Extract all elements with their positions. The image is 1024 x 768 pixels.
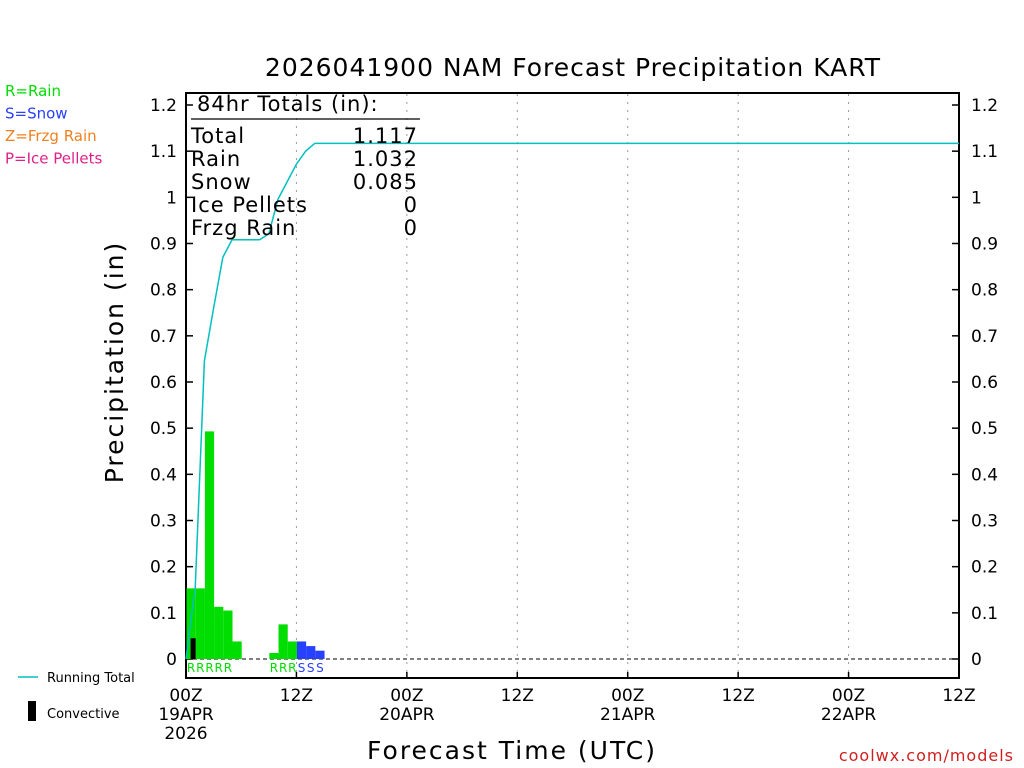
ptype-letter: S: [307, 661, 315, 675]
ptype-letter: R: [270, 661, 278, 675]
legend-bar-swatch: [28, 701, 36, 721]
ptype-legend: R=Rain S=Snow Z=Frzg Rain P=Ice Pellets: [5, 82, 102, 168]
ptype-letter: R: [215, 661, 223, 675]
y-tick-label-left: 0.4: [150, 465, 177, 485]
totals-value: 1.032: [353, 147, 418, 171]
y-tick-label-right: 0: [971, 650, 982, 670]
plot-area: [185, 92, 960, 679]
y-tick-label-right: 0.7: [971, 327, 998, 347]
x-tick-label: 00Z: [832, 686, 865, 706]
ptype-letter: R: [205, 661, 213, 675]
x-tick-date: 20APR: [379, 705, 435, 725]
y-tick-label-right: 0.3: [971, 512, 998, 532]
y-tick-label-right: 0.6: [971, 373, 998, 393]
ptype-letter: R: [224, 661, 232, 675]
ptype-letter: S: [316, 661, 324, 675]
x-tick-label: 12Z: [280, 686, 313, 706]
x-tick-date: 22APR: [821, 705, 877, 725]
ptype-letter: S: [298, 661, 306, 675]
ptype-letter: R: [288, 661, 296, 675]
chart-title: 2026041900 NAM Forecast Precipitation KA…: [265, 53, 881, 82]
y-tick-label-right: 1: [971, 188, 982, 208]
running-total-series: [185, 142, 959, 660]
y-tick-label-right: 0.1: [971, 604, 998, 624]
precip-bars: [186, 431, 325, 659]
ptype-legend-entry: Z=Frzg Rain: [5, 127, 97, 145]
legend-label: Convective: [47, 707, 120, 722]
y-tick-label-right: 0.5: [971, 419, 998, 439]
totals-value: 0.085: [353, 170, 418, 194]
y-tick-label-right: 0.2: [971, 558, 998, 578]
ptype-legend-entry: S=Snow: [5, 105, 68, 123]
y-tick-label-right: 0.8: [971, 281, 998, 301]
watermark: coolwx.com/models: [839, 746, 1014, 765]
totals-label: Rain: [191, 147, 241, 171]
ptype-legend-entry: P=Ice Pellets: [5, 150, 102, 168]
y-tick-label-left: 0.1: [150, 604, 177, 624]
y-tick-label-left: 0.3: [150, 512, 177, 532]
legend-label: Running Total: [47, 671, 135, 686]
bottom-legend: Running Total Convective: [18, 671, 135, 722]
grid-lines: [186, 94, 959, 677]
bar-rain: [232, 641, 242, 659]
ptype-letter: R: [196, 661, 204, 675]
totals-label: Ice Pellets: [191, 193, 308, 217]
totals-label: Frzg Rain: [191, 216, 296, 240]
bar-rain: [204, 431, 215, 659]
x-tick-label: 12Z: [722, 686, 755, 706]
y-tick-label-left: 0.2: [150, 558, 177, 578]
totals-value: 0: [404, 193, 418, 217]
x-tick-label: 00Z: [390, 686, 423, 706]
y-tick-label-right: 1.1: [971, 142, 998, 162]
y-axis-title: Precipitation (in): [100, 241, 129, 484]
y-tick-label-right: 0.9: [971, 235, 998, 255]
y-tick-label-left: 0.6: [150, 373, 177, 393]
bar-rain: [278, 624, 288, 659]
y-tick-label-left: 1: [166, 188, 177, 208]
y-tick-label-left: 0.8: [150, 281, 177, 301]
x-tick-year: 2026: [164, 724, 207, 744]
x-tick-label: 00Z: [611, 686, 644, 706]
bar-rain: [269, 652, 279, 659]
ptype-letter: R: [187, 661, 195, 675]
y-axis-left: 0 0.1 0.2 0.3 0.4 0.5 0.6 0.7 0.8 0.9 1 1.1 1.2: [150, 96, 193, 670]
bar-snow: [306, 646, 316, 659]
bar-rain: [214, 606, 224, 659]
bar-snow: [315, 650, 325, 659]
x-tick-label: 00Z: [169, 686, 202, 706]
bar-rain: [195, 588, 205, 659]
x-tick-date: 21APR: [600, 705, 656, 725]
bar-rain: [223, 610, 233, 659]
y-tick-label-left: 0.9: [150, 235, 177, 255]
x-axis-title: Forecast Time (UTC): [367, 736, 657, 765]
bar-convective: [190, 638, 196, 659]
y-tick-label-left: 1.1: [150, 142, 177, 162]
totals-label: Total: [190, 124, 245, 148]
totals-value: 0: [404, 216, 418, 240]
running-total-line: [185, 142, 959, 660]
totals-value: 1.117: [353, 124, 418, 148]
totals-label: Snow: [191, 170, 252, 194]
x-tick-date: 19APR: [158, 705, 214, 725]
y-tick-label-left: 0: [166, 650, 177, 670]
x-tick-label: 12Z: [942, 686, 975, 706]
totals-box: 84hr Totals (in): Total 1.117 Rain 1.032 Snow…: [190, 92, 420, 240]
bar-rain: [287, 641, 297, 659]
y-tick-label-left: 0.7: [150, 327, 177, 347]
y-axis-right: 0 0.1 0.2 0.3 0.4 0.5 0.6 0.7 0.8 0.9 1 1.1 1.2: [952, 96, 998, 670]
y-tick-label-left: 0.5: [150, 419, 177, 439]
x-tick-label: 12Z: [501, 686, 534, 706]
ptype-letter: R: [279, 661, 287, 675]
ptype-legend-entry: R=Rain: [5, 82, 61, 100]
y-tick-label-left: 1.2: [150, 96, 177, 116]
totals-header: 84hr Totals (in):: [197, 92, 379, 116]
y-tick-label-right: 0.4: [971, 465, 998, 485]
bar-snow: [296, 641, 307, 659]
y-tick-label-right: 1.2: [971, 96, 998, 116]
